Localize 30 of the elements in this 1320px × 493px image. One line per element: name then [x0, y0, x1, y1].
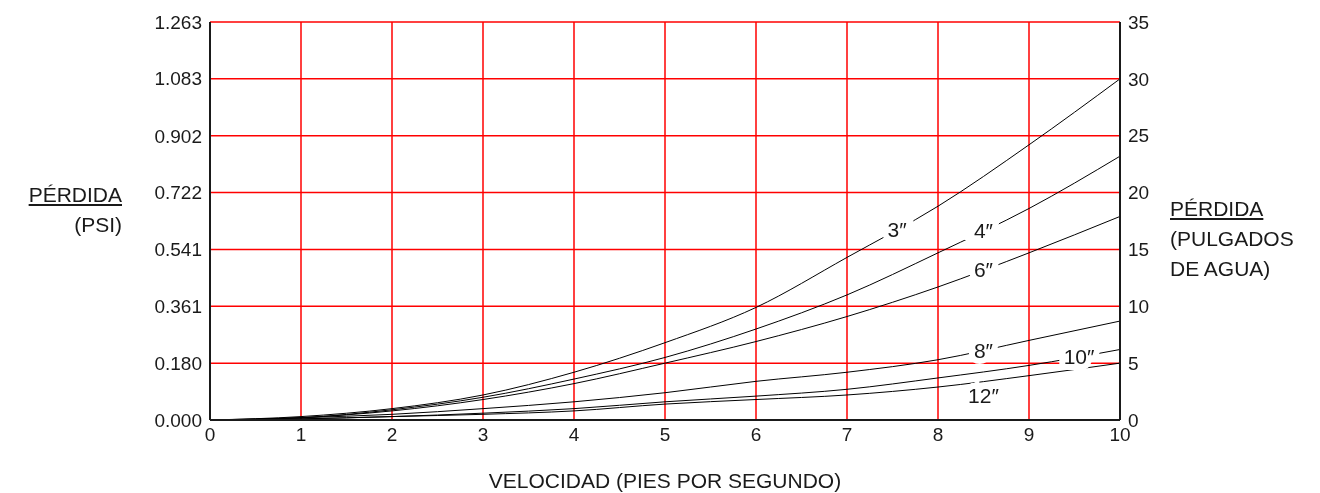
- y-tick-label: 0.541: [154, 239, 202, 261]
- y2-axis-title: PÉRDIDA (PULGADOS DE AGUA): [1170, 196, 1295, 282]
- y2-tick-label: 20: [1128, 182, 1150, 204]
- y2-tick-label: 0: [1128, 409, 1139, 431]
- x-tick-label: 1: [295, 424, 307, 446]
- y-tick-label: 0.361: [154, 295, 202, 317]
- series-label: 12″: [968, 383, 1000, 407]
- x-tick-label: 4: [568, 424, 580, 446]
- y-tick-label: 1.083: [154, 68, 202, 90]
- y-axis-title: PÉRDIDA (PSI): [27, 182, 122, 238]
- y-tick-label: 0.722: [154, 182, 202, 204]
- x-tick-label: 7: [841, 424, 853, 446]
- x-axis-title: VELOCIDAD (PIES POR SEGUNDO): [488, 469, 842, 492]
- y2-tick-label: 30: [1128, 68, 1150, 90]
- y2-tick-label: 5: [1128, 352, 1139, 374]
- x-tick-label: 5: [659, 424, 671, 446]
- y2-tick-label: 25: [1128, 125, 1150, 147]
- y-tick-label: 1.263: [154, 11, 202, 33]
- x-tick-label: 8: [932, 424, 944, 446]
- y2-tick-label: 15: [1128, 239, 1150, 261]
- y-tick-label: 0.180: [154, 353, 202, 375]
- y2-tick-label: 35: [1128, 11, 1150, 33]
- x-tick-label: 0: [204, 424, 216, 446]
- x-tick-label: 6: [750, 424, 762, 446]
- x-tick-label: 3: [477, 424, 489, 446]
- y2-tick-label: 10: [1128, 296, 1150, 318]
- x-tick-label: 9: [1023, 424, 1035, 446]
- y-tick-label: 0.000: [154, 409, 202, 431]
- x-tick-label: 2: [386, 424, 398, 446]
- y-tick-label: 0.902: [154, 125, 202, 147]
